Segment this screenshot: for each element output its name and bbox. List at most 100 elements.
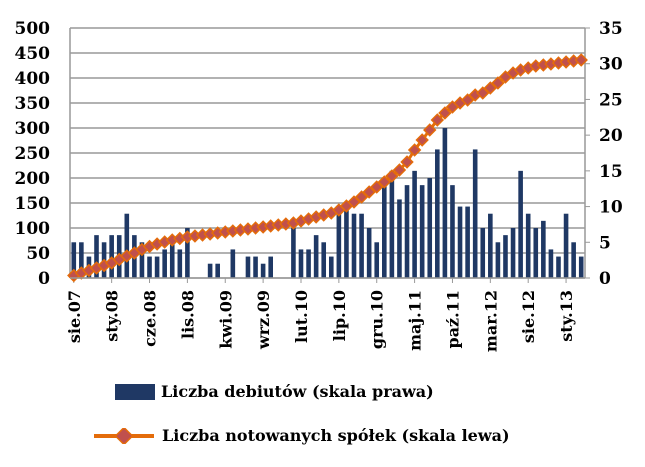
line-marker bbox=[385, 169, 399, 183]
bar bbox=[472, 149, 478, 278]
bar bbox=[480, 228, 486, 278]
bar bbox=[556, 256, 561, 278]
bar bbox=[503, 235, 508, 278]
bar bbox=[245, 256, 251, 278]
right-tick-label: 10 bbox=[599, 198, 623, 218]
line-marker bbox=[347, 195, 361, 209]
bar bbox=[404, 185, 410, 278]
bar bbox=[488, 213, 493, 278]
line-marker bbox=[370, 180, 384, 194]
line-marker bbox=[491, 76, 505, 90]
bar bbox=[571, 242, 576, 278]
bar bbox=[321, 242, 327, 278]
left-tick-label: 300 bbox=[15, 119, 51, 139]
bar bbox=[177, 249, 183, 278]
bar bbox=[298, 249, 304, 278]
right-tick-label: 15 bbox=[599, 162, 623, 182]
right-tick-label: 30 bbox=[599, 55, 623, 75]
bar bbox=[291, 228, 296, 278]
bar bbox=[541, 220, 546, 278]
line-marker bbox=[438, 106, 452, 120]
x-tick-label: sty.08 bbox=[103, 290, 122, 342]
x-tick-label: cze.08 bbox=[141, 290, 160, 347]
x-tick-label: kwi.09 bbox=[216, 290, 235, 349]
x-tick-label: sie.07 bbox=[65, 290, 84, 343]
left-tick-label: 0 bbox=[38, 269, 50, 289]
x-tick-label: gru.10 bbox=[368, 290, 387, 349]
x-tick-label: lut.10 bbox=[292, 290, 311, 343]
legend-item-bars: Liczba debiutów (skala prawa) bbox=[115, 382, 434, 401]
left-tick-label: 500 bbox=[15, 19, 51, 39]
x-tick-label: wrz.09 bbox=[254, 290, 273, 350]
bar bbox=[525, 213, 531, 278]
bar bbox=[366, 228, 372, 278]
bar bbox=[169, 242, 175, 278]
line-marker bbox=[392, 163, 407, 177]
legend-line-label: Liczba notowanych spółek (skala lewa) bbox=[162, 426, 510, 445]
bar bbox=[427, 178, 433, 278]
bar bbox=[374, 242, 380, 278]
bar bbox=[450, 185, 455, 278]
bar bbox=[397, 199, 402, 278]
line-marker bbox=[415, 133, 429, 147]
bar bbox=[147, 256, 152, 278]
bar bbox=[457, 206, 463, 278]
bar bbox=[389, 170, 395, 278]
line-marker bbox=[407, 143, 422, 157]
chart: 0 50 100 150 200 250 300 350 400 450 500 0 5 10 15 20 25… bbox=[15, 19, 623, 352]
line-marker bbox=[362, 185, 376, 199]
bar bbox=[510, 228, 516, 278]
x-tick-label: lip.10 bbox=[330, 290, 349, 341]
bar bbox=[207, 263, 213, 278]
bar bbox=[548, 249, 554, 278]
bar bbox=[154, 256, 160, 278]
x-tick-label: sty.13 bbox=[557, 290, 576, 342]
bar bbox=[495, 242, 501, 278]
bar bbox=[260, 263, 266, 278]
left-tick-label: 150 bbox=[15, 194, 51, 214]
bar bbox=[253, 256, 258, 278]
bar bbox=[359, 213, 364, 278]
bar bbox=[442, 128, 448, 278]
line-marker bbox=[423, 123, 437, 137]
bar bbox=[563, 213, 569, 278]
x-tick-label: sie.12 bbox=[519, 290, 538, 343]
right-tick-label: 5 bbox=[599, 233, 611, 253]
right-tick-label: 20 bbox=[599, 126, 623, 146]
bar bbox=[139, 242, 145, 278]
right-tick-label: 25 bbox=[599, 90, 623, 110]
line-marker bbox=[460, 93, 475, 107]
bar bbox=[435, 149, 440, 278]
line-marker bbox=[400, 155, 414, 169]
legend-line-swatch bbox=[94, 427, 154, 444]
bar bbox=[215, 263, 220, 278]
bar bbox=[94, 235, 99, 278]
bar bbox=[465, 206, 470, 278]
bar bbox=[162, 249, 167, 278]
left-tick-label: 200 bbox=[15, 169, 51, 189]
bar bbox=[328, 256, 334, 278]
bar bbox=[518, 170, 523, 278]
left-tick-label: 350 bbox=[15, 94, 51, 114]
bar bbox=[306, 249, 311, 278]
bar bbox=[71, 242, 77, 278]
bar bbox=[412, 170, 417, 278]
left-tick-label: 100 bbox=[15, 219, 51, 239]
bar bbox=[419, 185, 425, 278]
bar bbox=[313, 235, 319, 278]
x-tick-label: lis.08 bbox=[178, 290, 197, 339]
line-marker bbox=[574, 53, 588, 67]
line-marker bbox=[476, 86, 490, 100]
legend-bar-label: Liczba debiutów (skala prawa) bbox=[161, 382, 434, 401]
right-tick-label: 35 bbox=[599, 19, 623, 39]
legend-item-line: Liczba notowanych spółek (skala lewa) bbox=[92, 426, 510, 445]
bar bbox=[533, 228, 539, 278]
bar bbox=[79, 242, 84, 278]
right-tick-label: 0 bbox=[599, 269, 611, 289]
left-tick-label: 250 bbox=[15, 144, 51, 164]
x-tick-label: mar.12 bbox=[481, 290, 500, 352]
left-tick-label: 50 bbox=[26, 244, 50, 264]
x-tick-label: maj.11 bbox=[406, 290, 425, 351]
line-marker bbox=[430, 113, 445, 127]
bar bbox=[268, 256, 273, 278]
